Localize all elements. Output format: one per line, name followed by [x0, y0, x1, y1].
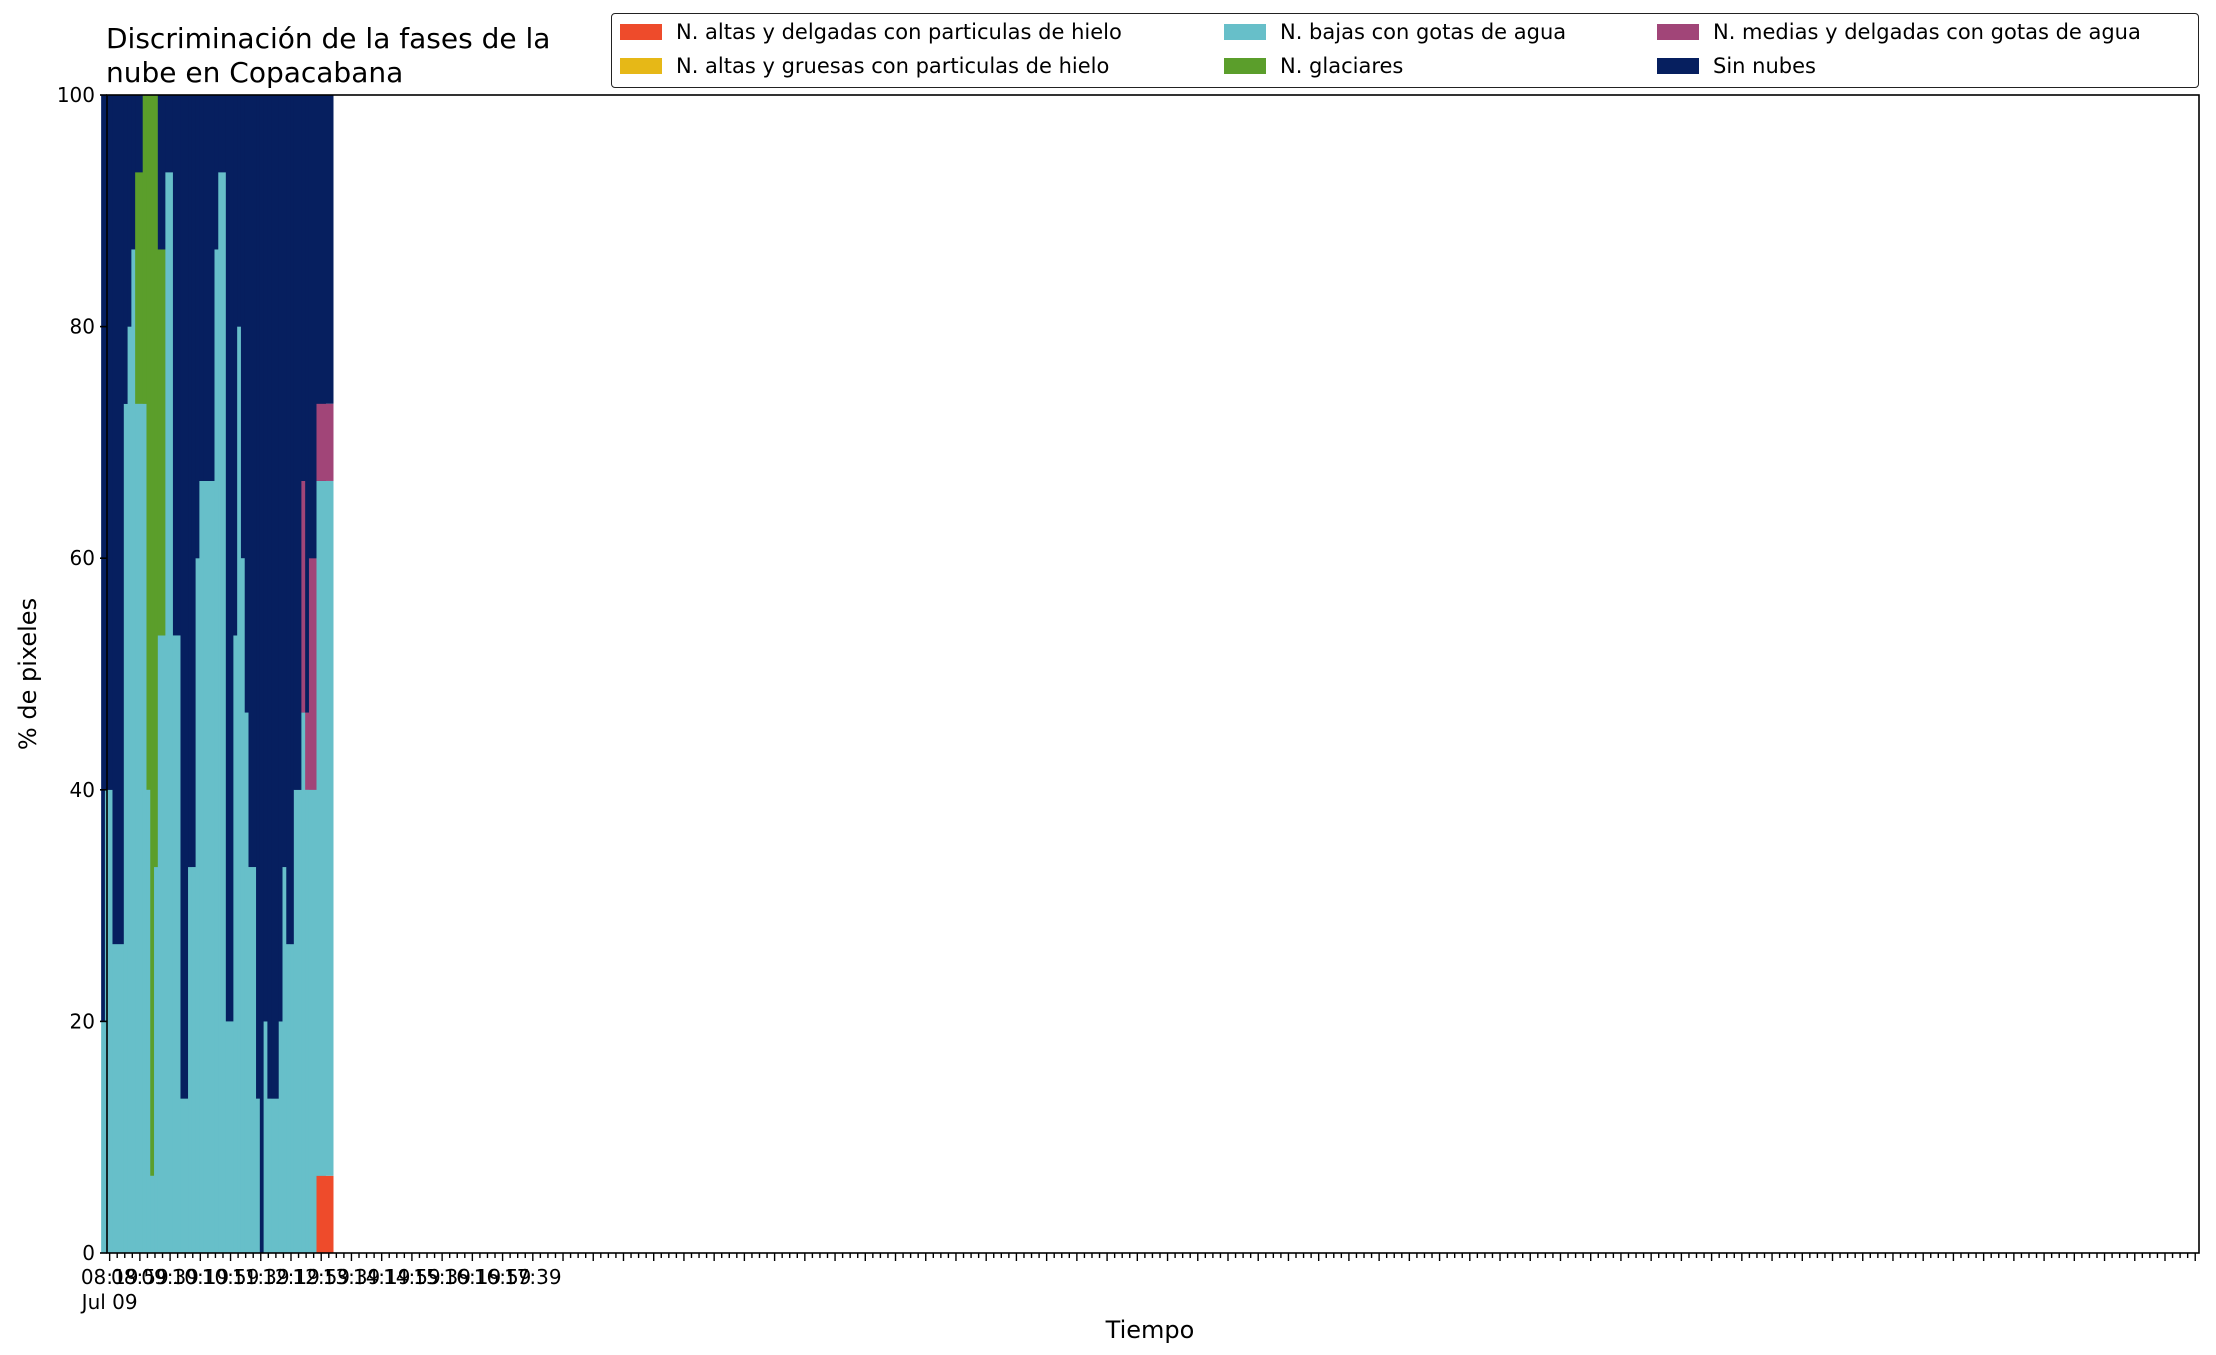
- x-axis-label: Tiempo: [1105, 1316, 1195, 1344]
- legend-item: N. altas y delgadas con particulas de hi…: [620, 17, 1122, 47]
- legend-swatch: [1224, 58, 1266, 74]
- x-tick-label: 12:59: [292, 1265, 350, 1289]
- legend-item: N. altas y gruesas con particulas de hie…: [620, 51, 1109, 81]
- chart-title: Discriminación de la fases de la nube en…: [106, 22, 666, 90]
- legend-swatch: [1657, 24, 1699, 40]
- x-tick-label: 10:19: [172, 1265, 230, 1289]
- legend-label: N. bajas con gotas de agua: [1280, 20, 1567, 44]
- chart-title-line-1: Discriminación de la fases de la: [106, 22, 551, 55]
- x-tick-label: 17:39: [504, 1265, 562, 1289]
- x-tick-label: 11:39: [232, 1265, 290, 1289]
- legend-label: N. altas y gruesas con particulas de hie…: [676, 54, 1110, 78]
- y-tick-label: 20: [70, 1009, 95, 1033]
- legend-swatch: [1224, 24, 1266, 40]
- x-tick-label: 12:19: [262, 1265, 320, 1289]
- y-tick-label: 80: [70, 315, 95, 339]
- legend-label: N. glaciares: [1280, 54, 1404, 78]
- legend: N. altas y delgadas con particulas de hi…: [611, 13, 2199, 88]
- y-tick-label: 100: [57, 83, 95, 107]
- bar-segment-1749-s4: [316, 403, 334, 481]
- legend-swatch: [1657, 58, 1699, 74]
- legend-swatch: [620, 58, 662, 74]
- legend-swatch: [620, 24, 662, 40]
- x-tick-label: 14:19: [353, 1265, 411, 1289]
- bars-group: [101, 94, 334, 1254]
- axes-frame: [106, 94, 2200, 1254]
- x-tick-label: 15:39: [413, 1265, 471, 1289]
- x-tick-label: 08:19: [81, 1265, 139, 1289]
- legend-label: Sin nubes: [1713, 54, 1816, 78]
- x-tick-label: 08:59: [111, 1265, 169, 1289]
- x-tick-label: 16:19: [444, 1265, 502, 1289]
- x-tick-label: 13:39: [323, 1265, 381, 1289]
- legend-label: N. medias y delgadas con gotas de agua: [1713, 20, 2141, 44]
- legend-item: N. medias y delgadas con gotas de agua: [1657, 17, 2141, 47]
- bar-segment-1749-s2: [316, 480, 334, 1176]
- legend-label: N. altas y delgadas con particulas de hi…: [676, 20, 1122, 44]
- y-tick-label: 60: [70, 546, 95, 570]
- y-tick-label: 40: [70, 778, 95, 802]
- bar-segment-1749-s0: [316, 1175, 334, 1253]
- x-tick-label: 10:59: [202, 1265, 260, 1289]
- y-tick-label: 0: [82, 1241, 95, 1265]
- bar-segment-1749-s5: [316, 94, 334, 404]
- x-tick-sublabel: Jul 09: [80, 1290, 138, 1314]
- chart-title-line-2: nube en Copacabana: [106, 56, 404, 89]
- legend-item: Sin nubes: [1657, 51, 1816, 81]
- legend-item: N. bajas con gotas de agua: [1224, 17, 1566, 47]
- x-tick-label: 09:39: [141, 1265, 199, 1289]
- y-axis-label: % de pixeles: [14, 598, 42, 750]
- x-tick-label: 14:59: [383, 1265, 441, 1289]
- legend-item: N. glaciares: [1224, 51, 1403, 81]
- x-tick-label: 16:59: [474, 1265, 532, 1289]
